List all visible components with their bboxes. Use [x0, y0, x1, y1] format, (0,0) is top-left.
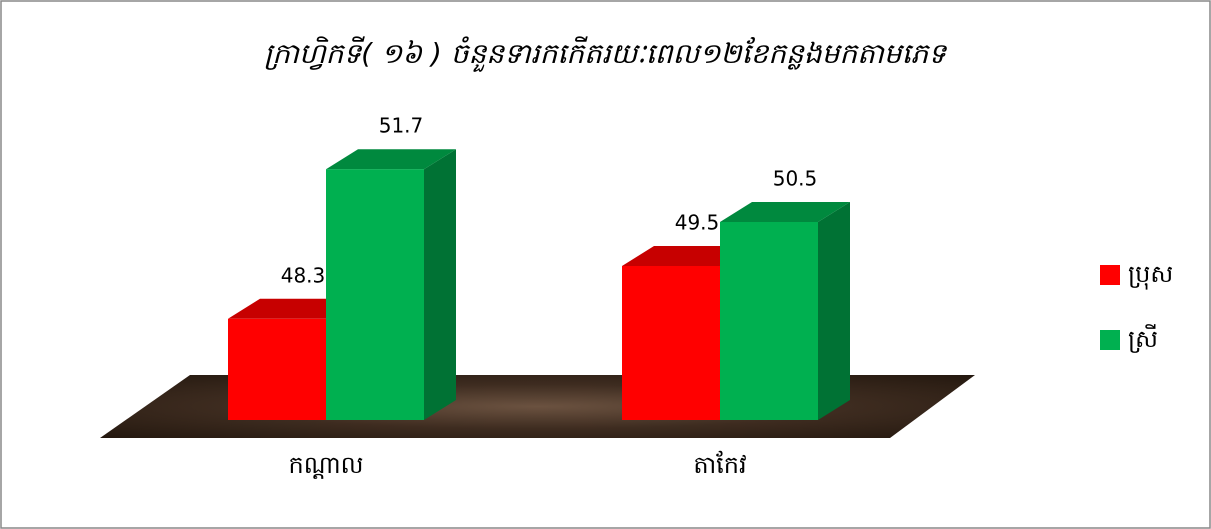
bar-top — [326, 149, 456, 170]
bar — [720, 222, 818, 420]
bar — [622, 266, 720, 420]
legend-swatch — [1100, 265, 1120, 285]
bar-top — [720, 202, 850, 222]
data-label: 51.7 — [379, 114, 424, 138]
bar-side — [424, 149, 456, 420]
legend-swatch — [1100, 330, 1120, 350]
legend-label: ប្រុស — [1128, 260, 1173, 290]
bar-top — [228, 298, 358, 319]
bar — [326, 169, 424, 420]
chart-title: ក្រាហ្វិកទី( ១៦ ) ចំនួនទារកកើតរយៈពេល១២ខែ… — [264, 36, 948, 72]
data-label: 49.5 — [675, 211, 720, 235]
data-label: 48.3 — [281, 263, 326, 287]
data-label: 50.5 — [773, 167, 818, 191]
bar-top — [622, 246, 752, 266]
bar — [228, 318, 326, 420]
legend-label: ស្រី — [1128, 324, 1158, 353]
x-tick-label: កណ្តាល — [289, 451, 364, 479]
x-tick-label: តាកែវ — [693, 450, 746, 479]
bar-side — [818, 202, 850, 420]
